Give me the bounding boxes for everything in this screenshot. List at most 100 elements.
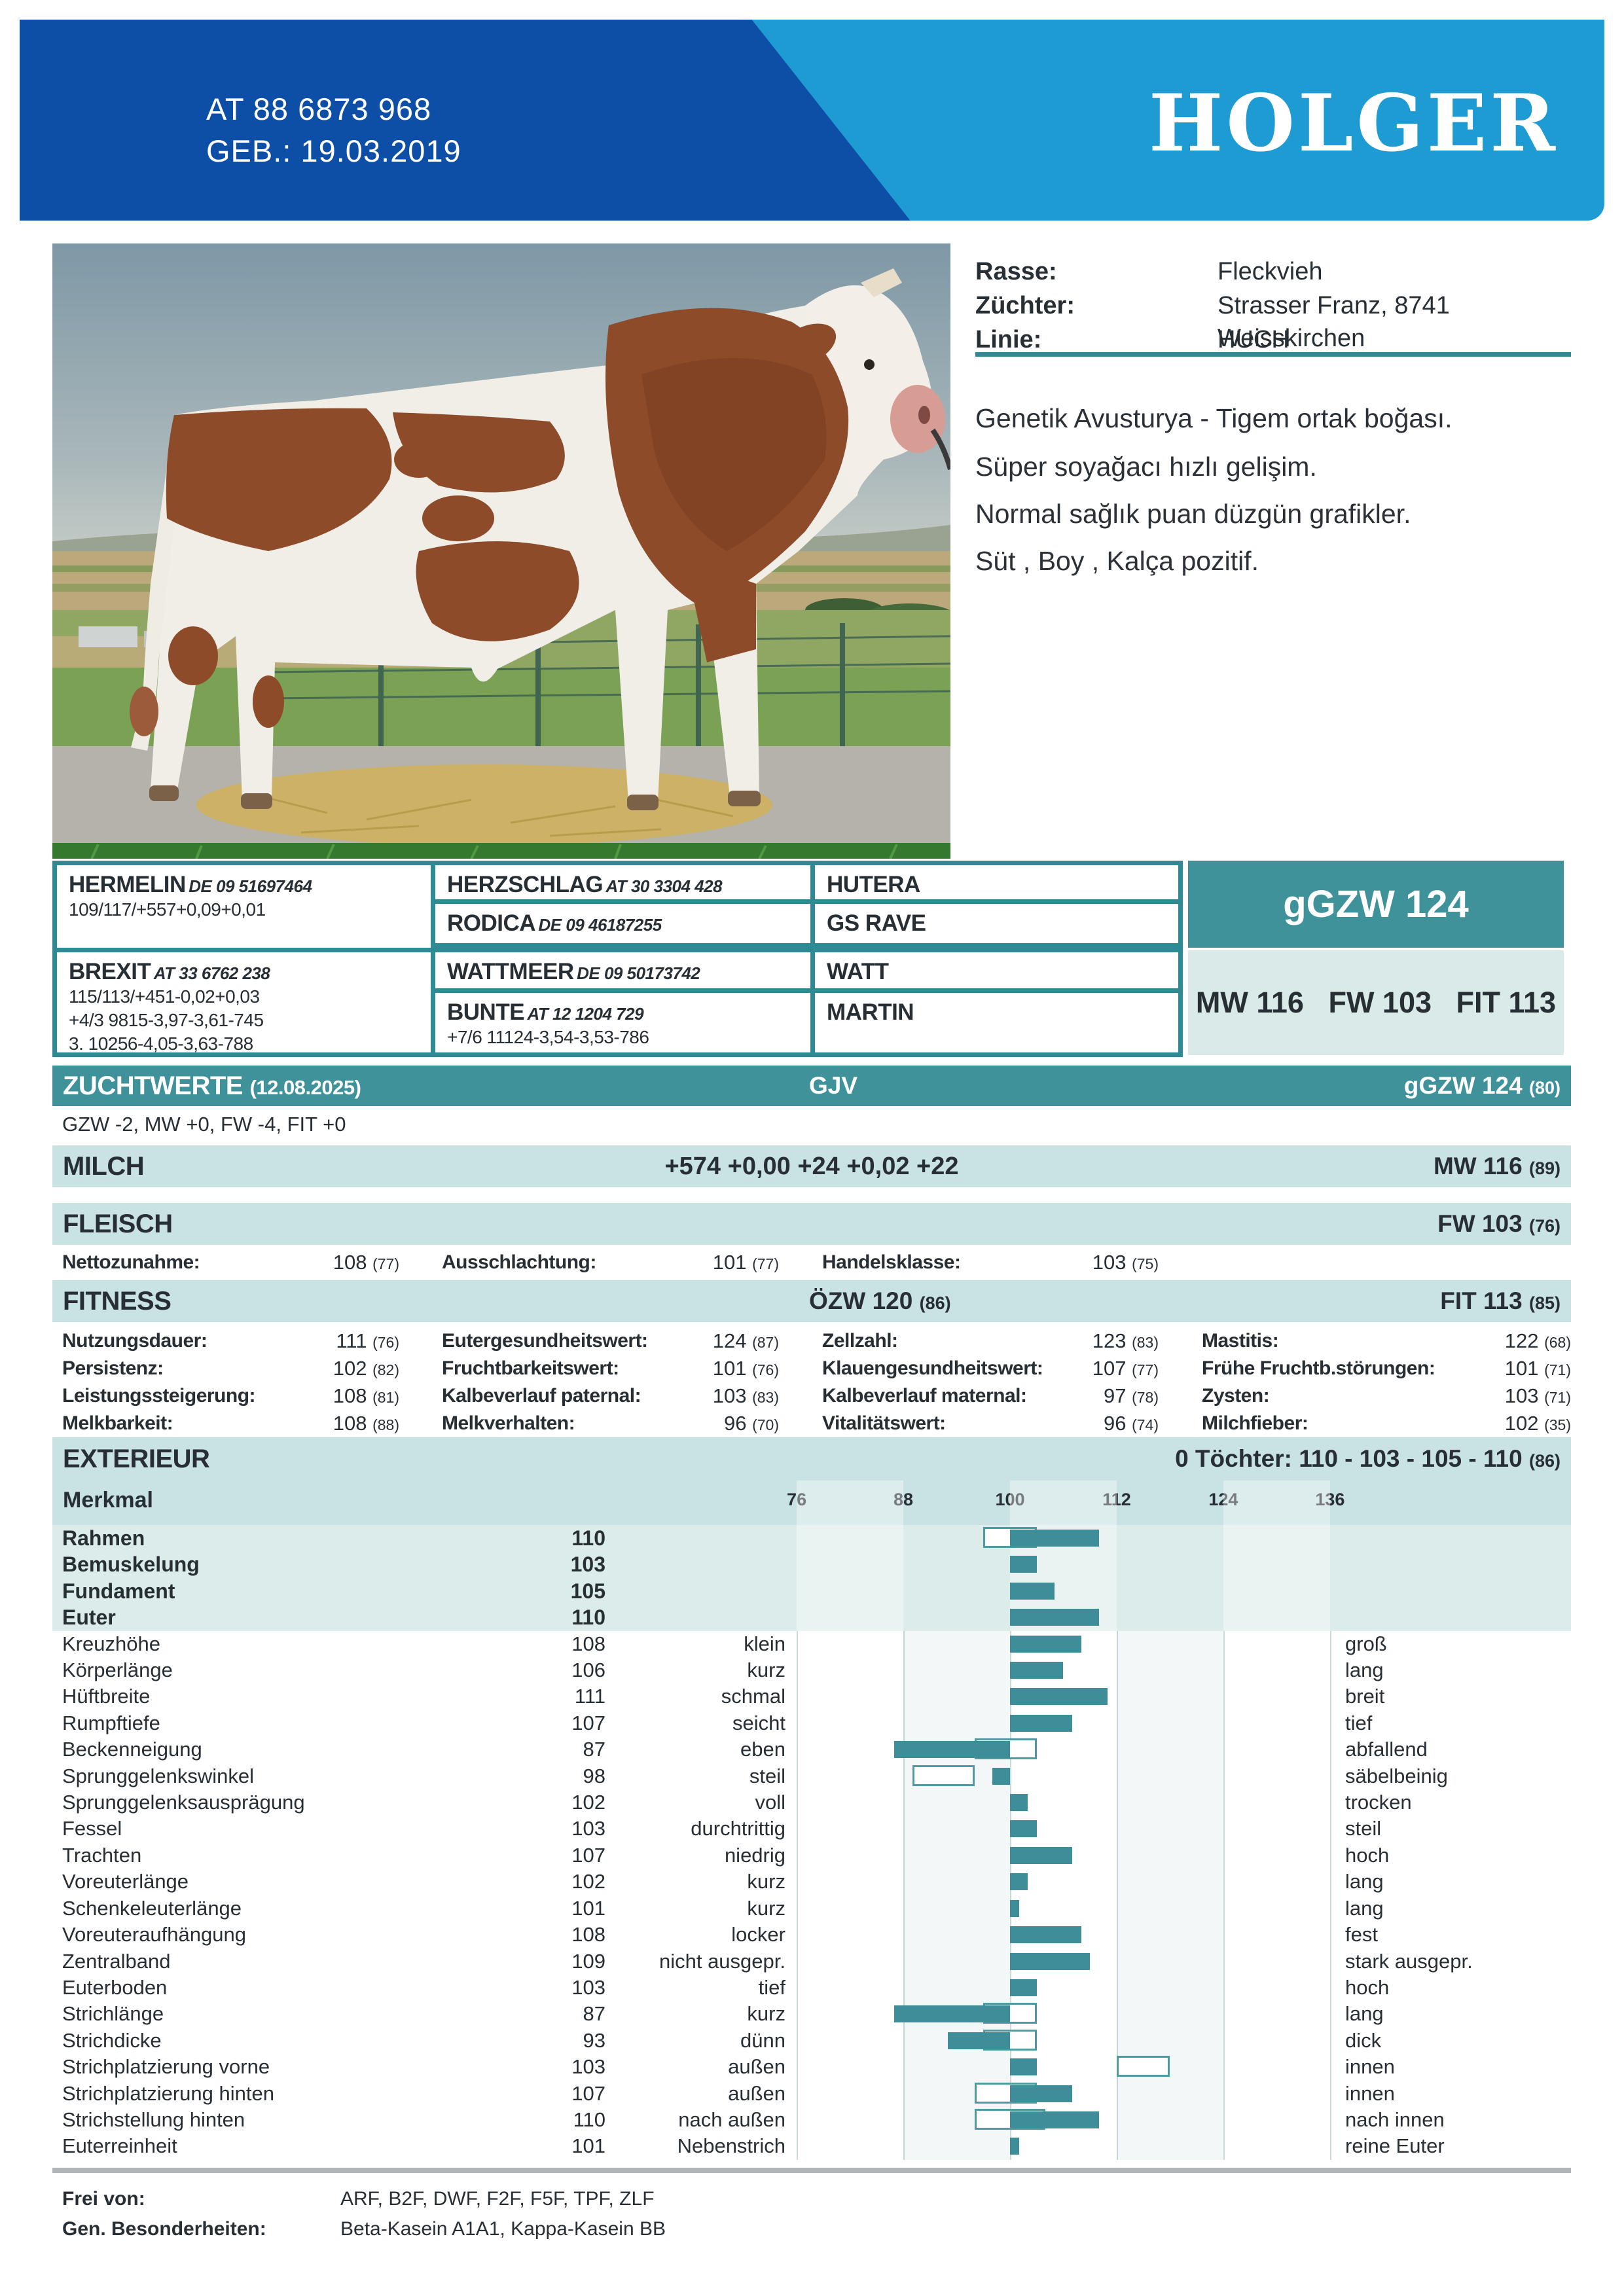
stat-value-group: 97 (78) [1104, 1382, 1159, 1411]
trait-bar-area [52, 1816, 1571, 1842]
trait-label: Euter [62, 1605, 116, 1630]
trait-value: 107 [571, 1711, 605, 1734]
stat-value: 123 [1092, 1329, 1132, 1352]
trait-bar-area [52, 1631, 1571, 1657]
stat-value: 122 [1504, 1329, 1545, 1352]
trait-value: 87 [583, 2002, 605, 2026]
info-row-zuechter: Züchter: Strasser Franz, 8741 Weisskirch… [975, 289, 1571, 352]
stat-confidence: (76) [372, 1334, 399, 1351]
trait-pole-right: trocken [1345, 1791, 1412, 1814]
exterieur-row: Strichplatzierung vorne 103 außen innen [52, 2054, 1571, 2080]
stat-confidence: (83) [752, 1389, 779, 1406]
stat-confidence: (78) [1132, 1389, 1159, 1406]
trait-bar-area [52, 1948, 1571, 1975]
stat-value: 97 [1103, 1384, 1132, 1407]
stat-confidence: (76) [752, 1361, 779, 1378]
trait-pole-left: tief [758, 1975, 785, 1999]
trait-pole-right: steil [1345, 1817, 1382, 1840]
stat-value-group: 111 (76) [336, 1327, 399, 1356]
dam-index-line: 3. 10256-4,05-3,63-788 [69, 1033, 253, 1054]
note-line: Süper soyağacı hızlı gelişim. [975, 452, 1317, 482]
trait-bar-area [52, 1683, 1571, 1710]
gen-besonderheiten-row: Gen. Besonderheiten: Beta-Kasein A1A1, K… [62, 2215, 1568, 2244]
stat-label: Kalbeverlauf paternal: [442, 1385, 641, 1407]
scale-tick-label: 112 [1102, 1490, 1131, 1509]
stat-value: 111 [336, 1329, 373, 1352]
trait-pole-right: lang [1345, 1896, 1384, 1920]
oezw-value: ÖZW 120 [809, 1287, 913, 1314]
fw-confidence: (76) [1528, 1216, 1561, 1236]
bull-eye [864, 359, 875, 370]
scale-tick-label: 124 [1208, 1490, 1238, 1509]
stat-cell: Persistenz: 102 (82) [62, 1355, 399, 1382]
exterieur-row: Strichplatzierung hinten 107 außen innen [52, 2081, 1571, 2107]
stat-cell: Klauengesundheitswert: 107 (77) [822, 1355, 1159, 1382]
trait-value: 101 [571, 1896, 605, 1920]
stat-cell: Zellzahl: 123 (83) [822, 1327, 1159, 1355]
scale-tick-label: 100 [995, 1490, 1025, 1509]
zuchtwerte-title-text: ZUCHTWERTE [63, 1071, 243, 1100]
stat-label: Persistenz: [62, 1357, 164, 1379]
trait-label: Voreuterlänge [62, 1870, 189, 1893]
stat-value-group: 101 (71) [1505, 1355, 1571, 1384]
ancestor-name: MARTIN [827, 999, 914, 1025]
stat-value-group: 103 (83) [713, 1382, 779, 1411]
trait-bar [1010, 1582, 1055, 1600]
stat-value-group: 96 (70) [724, 1410, 779, 1439]
fit-confidence: (85) [1528, 1293, 1561, 1313]
sire-id: DE 09 51697464 [189, 876, 312, 896]
milch-title: MILCH [63, 1152, 145, 1181]
trait-bar-area [52, 2001, 1571, 2027]
stat-value-group: 107 (77) [1092, 1355, 1159, 1384]
exterieur-row: Strichdicke 93 dünn dick [52, 2028, 1571, 2054]
stat-value-group: 101 (77) [713, 1249, 779, 1278]
farm-building [79, 626, 137, 647]
bull-muzzle [890, 385, 945, 453]
trait-pole-left: nach außen [678, 2108, 785, 2131]
interim-values: GZW -2, MW +0, FW -4, FIT +0 [62, 1113, 346, 1136]
trait-bar-area [52, 1869, 1571, 1895]
trait-value: 107 [571, 2081, 605, 2105]
trait-pole-right: breit [1345, 1685, 1385, 1708]
trait-pole-right: dick [1345, 2028, 1382, 2052]
stat-value-group: 122 (68) [1505, 1327, 1571, 1356]
exterieur-row: Rumpftiefe 107 seicht tief [52, 1710, 1571, 1736]
exterieur-row: Voreuteraufhängung 108 locker fest [52, 1922, 1571, 1948]
ancestor-name: HUTERA [827, 872, 920, 897]
ancestor-name: HERZSCHLAG [447, 872, 604, 897]
trait-bar [1010, 1794, 1028, 1812]
trait-value: 87 [583, 1738, 605, 1761]
trait-pole-left: locker [731, 1923, 785, 1946]
gen-besonderheiten-label: Gen. Besonderheiten: [62, 2218, 266, 2240]
info-divider [975, 352, 1571, 357]
ancestor-name: GS RAVE [827, 910, 926, 936]
trait-pole-right: stark ausgepr. [1345, 1949, 1473, 1973]
stat-value: 108 [333, 1251, 373, 1274]
ggzw-total-index: gGZW 124 [1188, 861, 1564, 948]
stat-value-group: 123 (83) [1092, 1327, 1159, 1356]
stat-cell: Frühe Fruchtb.störungen: 101 (71) [1202, 1355, 1571, 1382]
rear-patch [166, 408, 392, 551]
trait-bar-area [52, 1710, 1571, 1736]
trait-label: Fessel [62, 1817, 122, 1840]
trait-bar [1010, 1662, 1064, 1679]
trait-value: 111 [574, 1685, 605, 1708]
trait-pole-left: seicht [732, 1711, 785, 1734]
pedigree-gen3-cell: MARTIN [810, 988, 1183, 1057]
mw-value: MW 116 [1433, 1153, 1523, 1179]
stat-value-group: 103 (75) [1092, 1249, 1159, 1278]
animal-id-block: AT 88 6873 968 GEB.: 19.03.2019 [206, 88, 461, 172]
daughters-summary: 0 Töchter: 110 - 103 - 105 - 110 [1175, 1445, 1523, 1472]
trait-value: 108 [571, 1923, 605, 1946]
confidence-range-box [1116, 2056, 1170, 2077]
trait-bar [1010, 1609, 1099, 1626]
stat-value-group: 96 (74) [1104, 1410, 1159, 1439]
trait-pole-right: lang [1345, 2002, 1384, 2026]
trait-pole-left: niedrig [724, 1843, 785, 1867]
stat-value-group: 108 (77) [333, 1249, 399, 1278]
dam-name: BREXIT [69, 959, 151, 984]
exterieur-row: Fundament 105 [52, 1578, 1571, 1604]
stat-value: 108 [333, 1412, 373, 1435]
trait-label: Körperlänge [62, 1659, 173, 1682]
trait-value: 103 [571, 1975, 605, 1999]
